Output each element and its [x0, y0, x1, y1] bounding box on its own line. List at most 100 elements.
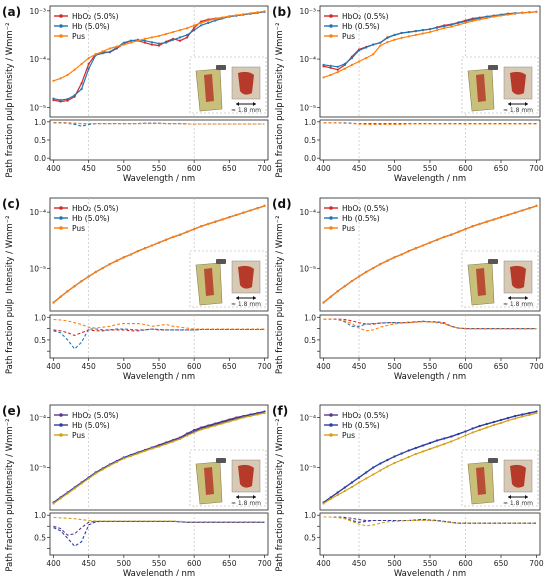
data-point	[186, 36, 189, 39]
data-point	[129, 41, 132, 44]
legend-entry: Hb (5.0%)	[72, 421, 110, 430]
x-tick-label: 500	[117, 164, 132, 173]
data-point	[87, 477, 90, 480]
data-point	[122, 256, 125, 259]
legend: HbO₂ (0.5%)Hb (0.5%)Pus	[324, 12, 389, 41]
data-point	[136, 250, 140, 253]
legend-entry: Pus	[72, 431, 85, 440]
data-point	[407, 35, 410, 38]
data-point	[80, 87, 83, 91]
data-point	[178, 29, 182, 32]
data-point	[528, 411, 531, 415]
y-tick-label: 10⁻⁵	[299, 464, 316, 473]
data-point	[386, 41, 389, 44]
data-point	[263, 411, 266, 415]
y-tick-label: 1.0	[304, 511, 316, 520]
data-point	[66, 73, 69, 77]
data-point	[464, 227, 467, 231]
probe-icon	[216, 458, 226, 463]
pulp-region	[476, 268, 486, 296]
y-tick-label: 10⁻⁴	[29, 55, 46, 64]
data-point	[214, 424, 217, 427]
data-point	[101, 266, 104, 270]
data-point	[59, 295, 62, 298]
y-axis-label-intensity: Intensity / Wmm⁻²	[5, 418, 15, 496]
legend-entry: Hb (0.5%)	[342, 22, 380, 31]
data-point	[108, 50, 111, 53]
top-plot-frame	[49, 404, 269, 511]
x-axis-label: Wavelength / nm	[394, 569, 466, 576]
pulp-region	[476, 74, 486, 102]
data-point	[143, 41, 147, 44]
x-tick-label: 400	[46, 559, 61, 568]
data-point	[122, 43, 125, 46]
x-tick-label: 450	[82, 362, 97, 371]
data-point	[372, 466, 375, 469]
tooth-inset: ≈ 1.8 mm	[461, 56, 539, 114]
data-point	[80, 279, 83, 283]
data-point	[499, 421, 503, 425]
data-point	[221, 422, 224, 425]
legend: HbO₂ (5.0%)Hb (5.0%)Pus	[54, 411, 119, 440]
data-point	[443, 25, 446, 28]
data-point	[322, 63, 325, 66]
data-point	[52, 97, 55, 100]
data-point	[256, 11, 259, 14]
data-point	[499, 418, 503, 422]
data-point	[94, 53, 97, 56]
x-tick-label: 400	[46, 362, 61, 371]
data-point	[329, 497, 332, 501]
x-tick-label: 500	[117, 362, 132, 371]
data-point	[115, 45, 118, 48]
legend: HbO₂ (5.0%)Hb (5.0%)Pus	[54, 12, 119, 41]
data-point	[435, 26, 439, 29]
data-point	[357, 275, 361, 278]
data-point	[528, 11, 531, 14]
data-point	[485, 422, 488, 426]
data-point	[150, 43, 154, 46]
legend-entry: Hb (5.0%)	[72, 214, 110, 223]
y-tick-label: 0.5	[304, 336, 316, 345]
top-plot-frame	[319, 197, 541, 312]
data-point	[322, 502, 325, 505]
data-point	[221, 16, 224, 19]
tooth-inset: ≈ 1.8 mm	[189, 250, 267, 308]
x-tick-label: 650	[222, 362, 237, 371]
data-point	[150, 41, 154, 44]
data-point	[464, 434, 467, 437]
data-point	[350, 485, 354, 489]
data-point	[443, 27, 446, 30]
data-point	[485, 16, 488, 20]
x-tick-label: 700	[257, 362, 272, 371]
data-point	[357, 481, 361, 484]
data-point	[242, 416, 245, 419]
data-point	[249, 12, 252, 15]
data-point	[343, 489, 346, 493]
legend-marker	[59, 14, 63, 18]
data-point	[343, 285, 346, 288]
data-point	[129, 454, 132, 458]
data-point	[393, 33, 396, 37]
x-tick-label: 500	[117, 559, 132, 568]
data-point	[471, 431, 474, 434]
data-point	[80, 482, 83, 485]
data-point	[471, 19, 474, 23]
data-point	[343, 67, 346, 70]
data-point	[350, 279, 354, 283]
legend-entry: HbO₂ (5.0%)	[72, 411, 119, 420]
y-axis-label-intensity: Intensity / Wmm⁻²	[5, 22, 15, 100]
data-point	[492, 15, 495, 18]
data-point	[514, 414, 517, 418]
x-tick-label: 550	[152, 164, 167, 173]
data-point	[485, 220, 488, 223]
data-point	[136, 452, 140, 455]
legend-entry: Hb (0.5%)	[342, 421, 380, 430]
data-point	[52, 502, 55, 505]
x-tick-label: 550	[152, 362, 167, 371]
panel-e: (e) 400 450 500 550 600 650 700 Wavelength / nm 1…	[2, 404, 272, 576]
top-plot-frame	[49, 5, 269, 118]
data-point	[357, 60, 361, 63]
top-plot-frame	[319, 404, 541, 511]
scale-label: ≈ 1.8 mm	[231, 500, 261, 507]
pulp-region	[204, 268, 214, 296]
